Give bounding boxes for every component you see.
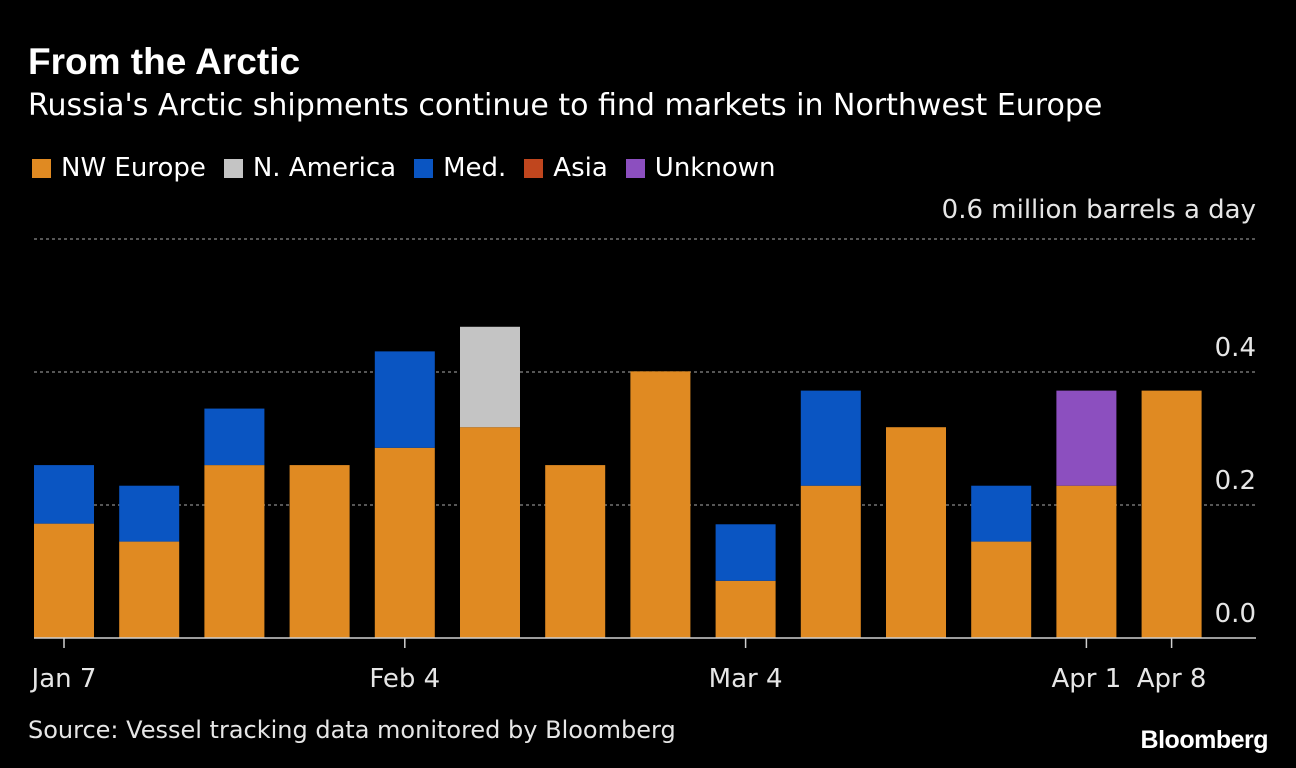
legend-label-asia: Asia (553, 153, 608, 183)
bar-nw-europe-9 (800, 485, 861, 638)
y-tick-label-0: 0.0 (1215, 599, 1256, 629)
legend-label-n-america: N. America (252, 153, 397, 183)
chart-subtitle: Russia's Arctic shipments continue to fi… (28, 88, 1103, 123)
bar-nw-europe-5 (460, 427, 520, 638)
legend-swatch-unknown (625, 158, 645, 178)
bar-nw-europe-8 (715, 580, 776, 638)
legend-label-unknown: Unknown (654, 153, 776, 183)
y-axis-unit-label: 0.6 million barrels a day (941, 195, 1256, 225)
legend-swatch-n-america (223, 158, 243, 178)
legend-label-med: Med. (443, 153, 507, 183)
legend-item-n-america: N. America (223, 150, 397, 186)
bar-nw-europe-6 (545, 465, 606, 638)
bar-nw-europe-4 (374, 447, 435, 638)
x-tick-label-1: Feb 4 (369, 664, 440, 694)
y-tick-label-2: 0.4 (1215, 333, 1256, 363)
bar-nw-europe-10 (886, 427, 946, 638)
bar-nw-europe-2 (204, 465, 265, 638)
source-note: Source: Vessel tracking data monitored b… (28, 716, 676, 744)
x-tick-label-0: Jan 7 (30, 664, 97, 694)
bar-nw-europe-11 (971, 541, 1032, 638)
bar-nw-europe-13 (1141, 390, 1202, 638)
x-tick-label-2: Mar 4 (709, 664, 783, 694)
bar-med-0 (34, 465, 94, 524)
bar-nw-europe-1 (119, 541, 180, 638)
legend-swatch-asia (524, 158, 544, 178)
legend: NW Europe N. America Med. Asia Unknown (32, 150, 794, 186)
legend-item-unknown: Unknown (625, 150, 776, 186)
bar-med-4 (374, 351, 435, 448)
bar-med-1 (119, 485, 180, 542)
chart-title: From the Arctic (28, 41, 301, 82)
bar-med-11 (971, 485, 1032, 542)
legend-item-med: Med. (414, 150, 506, 186)
legend-swatch-med (414, 158, 434, 178)
bar-n-america-5 (460, 326, 520, 428)
bar-unknown-12 (1056, 390, 1117, 486)
legend-item-asia: Asia (524, 150, 608, 186)
bar-nw-europe-3 (289, 465, 350, 638)
legend-swatch-nw-europe (32, 158, 51, 178)
bar-nw-europe-7 (630, 371, 691, 638)
y-tick-label-1: 0.2 (1215, 466, 1256, 496)
x-tick-label-3: Apr 1 (1052, 664, 1122, 694)
legend-item-nw-europe: NW Europe (32, 150, 206, 186)
bar-med-2 (204, 408, 265, 466)
legend-label-nw-europe: NW Europe (61, 153, 206, 183)
bar-med-9 (800, 390, 861, 486)
x-tick-label-4: Apr 8 (1137, 664, 1207, 694)
bar-med-8 (715, 524, 776, 581)
bar-nw-europe-12 (1056, 485, 1117, 638)
bar-nw-europe-0 (34, 523, 94, 638)
bloomberg-logo: Bloomberg (1140, 726, 1269, 754)
